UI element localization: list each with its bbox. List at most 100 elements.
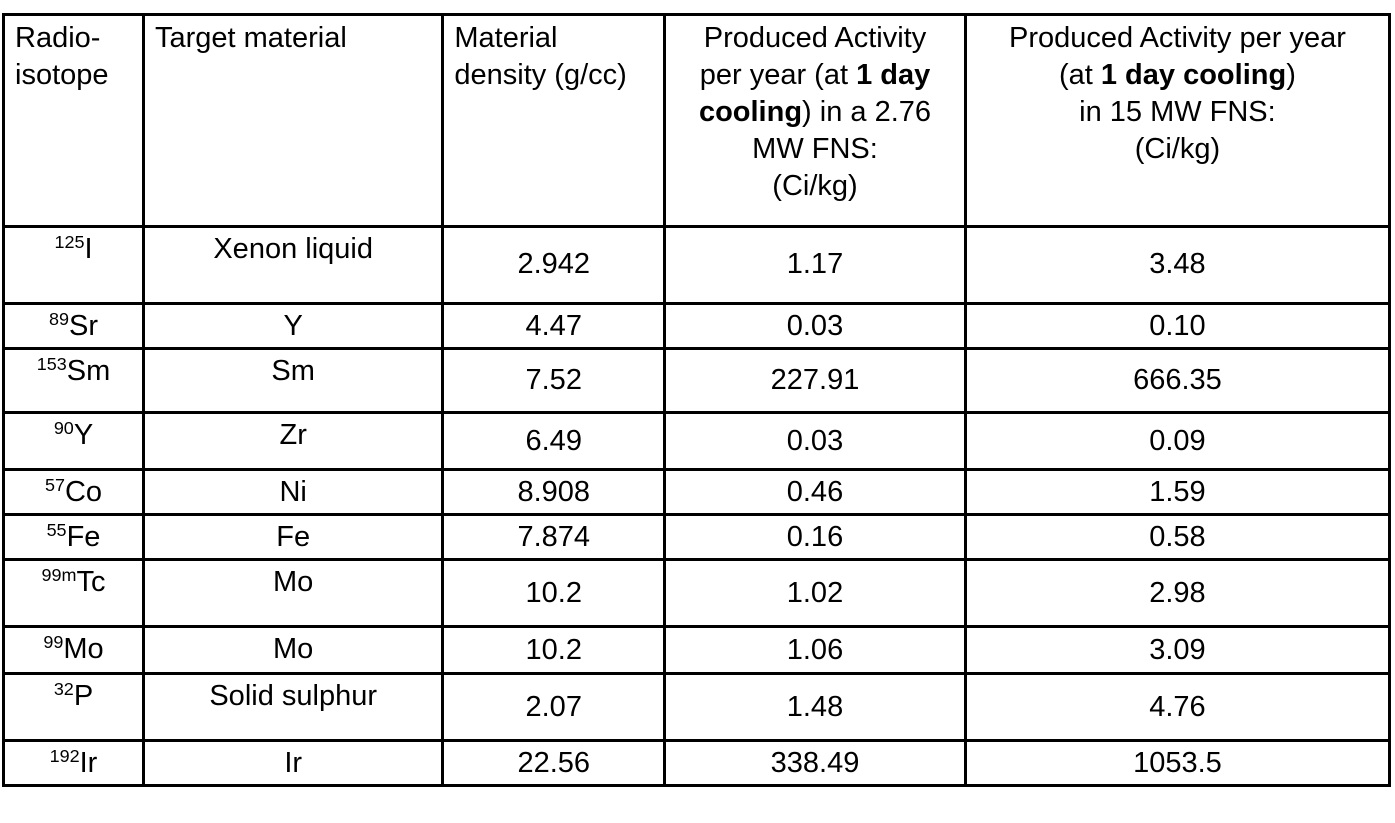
table-row: 99mTc Mo 10.2 1.02 2.98 bbox=[2, 558, 1392, 629]
header-text-segment: MW FNS: bbox=[752, 133, 878, 166]
activity_2_76-cell: 338.49 bbox=[663, 739, 967, 788]
isotope-symbol: Fe bbox=[66, 521, 101, 554]
density-cell: 2.07 bbox=[441, 672, 667, 743]
activity_15-cell: 1053.5 bbox=[963, 739, 1392, 788]
target-cell: Fe bbox=[141, 513, 445, 562]
activity_15-cell: 0.10 bbox=[963, 301, 1392, 351]
column-header-density: Material density (g/cc) bbox=[441, 13, 667, 228]
target-cell: Ni bbox=[141, 468, 445, 517]
header-line: Radio- bbox=[15, 20, 134, 57]
table-body: 125I Xenon liquid 2.942 1.17 3.48 89Sr Y 4.47 0.… bbox=[2, 225, 1392, 788]
radioisotope-table: Radio-isotope Target material Material dens… bbox=[2, 13, 1392, 788]
activity_15-cell: 3.48 bbox=[963, 225, 1392, 305]
isotope-cell: 99mTc bbox=[2, 558, 145, 629]
table-row: 192Ir Ir 22.56 338.49 1053.5 bbox=[2, 739, 1392, 788]
target-cell: Xenon liquid bbox=[141, 225, 445, 305]
isotope-cell: 153Sm bbox=[2, 347, 145, 415]
density-cell: 10.2 bbox=[441, 625, 667, 676]
header-line: per year (at 1 day bbox=[670, 57, 960, 94]
header-text-segment: in 15 MW FNS: bbox=[1079, 96, 1276, 129]
activity_15-cell: 4.76 bbox=[963, 672, 1392, 743]
isotope-cell: 99Mo bbox=[2, 625, 145, 676]
target-cell: Ir bbox=[141, 739, 445, 788]
activity_2_76-cell: 1.17 bbox=[663, 225, 967, 305]
column-header-activity_15: Produced Activity per year (at 1 day cool… bbox=[963, 13, 1392, 228]
isotope-mass: 192 bbox=[49, 746, 80, 767]
table-row: 90Y Zr 6.49 0.03 0.09 bbox=[2, 411, 1392, 472]
density-cell: 10.2 bbox=[441, 558, 667, 629]
isotope-cell: 55Fe bbox=[2, 513, 145, 562]
header-text-segment: Target material bbox=[154, 22, 347, 54]
table-row: 55Fe Fe 7.874 0.16 0.58 bbox=[2, 513, 1392, 562]
activity_2_76-cell: 0.03 bbox=[663, 301, 967, 351]
table-row: 125I Xenon liquid 2.942 1.17 3.48 bbox=[2, 225, 1392, 305]
isotope-symbol: Sm bbox=[66, 355, 111, 388]
header-line: (Ci/kg) bbox=[971, 131, 1384, 168]
isotope-mass: 99 bbox=[43, 632, 64, 653]
header-line: MW FNS: bbox=[670, 131, 960, 168]
header-text-segment: (Ci/kg) bbox=[772, 170, 858, 203]
target-cell: Mo bbox=[141, 625, 445, 676]
isotope-symbol: Y bbox=[73, 419, 94, 452]
isotope-symbol: Sr bbox=[68, 310, 98, 342]
activity_2_76-cell: 1.48 bbox=[663, 672, 967, 743]
header-line: (Ci/kg) bbox=[670, 168, 960, 205]
activity_2_76-cell: 0.46 bbox=[663, 468, 967, 517]
density-cell: 7.874 bbox=[441, 513, 667, 562]
isotope-mass: 90 bbox=[53, 418, 74, 439]
isotope-mass: 55 bbox=[46, 520, 67, 541]
isotope-symbol: P bbox=[73, 680, 94, 713]
target-cell: Sm bbox=[141, 347, 445, 415]
table-row: 89Sr Y 4.47 0.03 0.10 bbox=[2, 301, 1392, 351]
header-line: Produced Activity per year bbox=[971, 20, 1384, 57]
isotope-symbol: Co bbox=[64, 476, 103, 509]
isotope-mass: 32 bbox=[53, 679, 74, 700]
activity_2_76-cell: 0.03 bbox=[663, 411, 967, 472]
activity_15-cell: 666.35 bbox=[963, 347, 1392, 415]
density-cell: 2.942 bbox=[441, 225, 667, 305]
isotope-cell: 57Co bbox=[2, 468, 145, 517]
activity_2_76-cell: 0.16 bbox=[663, 513, 967, 562]
isotope-mass: 99m bbox=[41, 565, 77, 586]
isotope-cell: 192Ir bbox=[2, 739, 145, 788]
activity_15-cell: 2.98 bbox=[963, 558, 1392, 629]
table-header: Radio-isotope Target material Material dens… bbox=[2, 13, 1392, 228]
header-text-segment: density (g/cc) bbox=[454, 59, 627, 92]
isotope-symbol: Tc bbox=[76, 566, 106, 599]
activity_2_76-cell: 1.06 bbox=[663, 625, 967, 676]
header-text-segment: ) in a 2.76 bbox=[802, 96, 932, 129]
target-cell: Solid sulphur bbox=[141, 672, 445, 743]
column-header-isotope: Radio-isotope bbox=[2, 13, 145, 228]
isotope-mass: 57 bbox=[44, 475, 65, 496]
header-line: isotope bbox=[15, 57, 134, 94]
header-line: density (g/cc) bbox=[454, 57, 655, 94]
density-cell: 22.56 bbox=[441, 739, 667, 788]
isotope-cell: 90Y bbox=[2, 411, 145, 472]
isotope-cell: 32P bbox=[2, 672, 145, 743]
table-row: 57Co Ni 8.908 0.46 1.59 bbox=[2, 468, 1392, 517]
header-text-segment: Produced Activity bbox=[703, 22, 927, 54]
activity_15-cell: 1.59 bbox=[963, 468, 1392, 517]
density-cell: 8.908 bbox=[441, 468, 667, 517]
header-text-segment: ) bbox=[1286, 59, 1296, 92]
header-line: in 15 MW FNS: bbox=[971, 94, 1384, 131]
table-row: 153Sm Sm 7.52 227.91 666.35 bbox=[2, 347, 1392, 415]
activity_15-cell: 0.09 bbox=[963, 411, 1392, 472]
header-text-segment: Produced Activity per year bbox=[1008, 22, 1346, 54]
header-text-segment: 1 day cooling bbox=[1100, 59, 1287, 92]
activity_2_76-cell: 1.02 bbox=[663, 558, 967, 629]
header-line: Produced Activity bbox=[670, 20, 960, 57]
header-text-segment: isotope bbox=[15, 59, 109, 92]
activity_2_76-cell: 227.91 bbox=[663, 347, 967, 415]
isotope-symbol: Mo bbox=[63, 633, 104, 666]
density-cell: 4.47 bbox=[441, 301, 667, 351]
table-row: 32P Solid sulphur 2.07 1.48 4.76 bbox=[2, 672, 1392, 743]
header-text-segment: (at bbox=[1058, 59, 1101, 92]
column-header-target: Target material bbox=[141, 13, 445, 228]
target-cell: Y bbox=[141, 301, 445, 351]
isotope-cell: 125I bbox=[2, 225, 145, 305]
header-line: cooling) in a 2.76 bbox=[670, 94, 960, 131]
isotope-symbol: I bbox=[84, 233, 93, 265]
header-text-segment: (Ci/kg) bbox=[1134, 133, 1221, 166]
